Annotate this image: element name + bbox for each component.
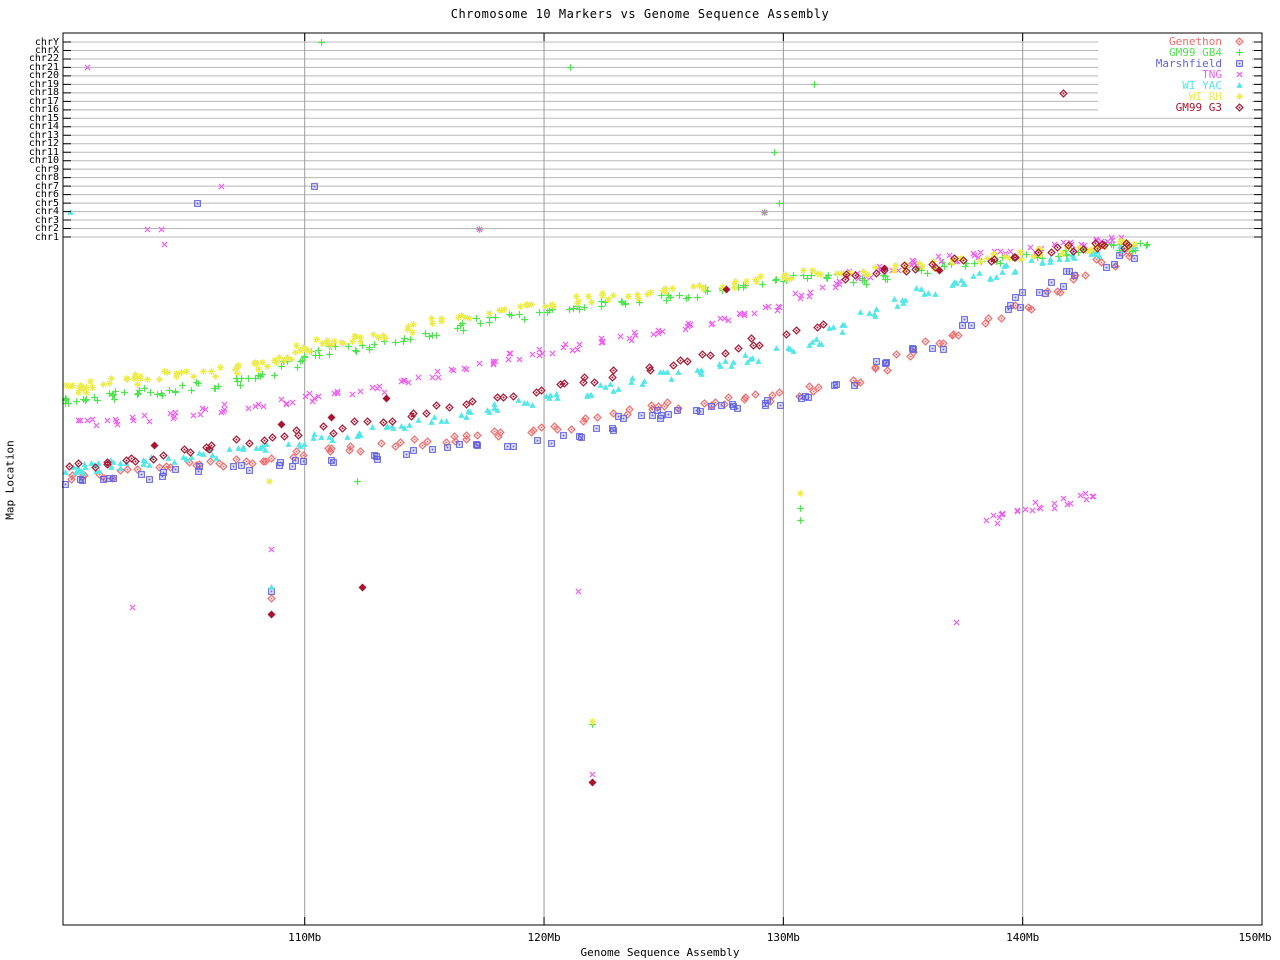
y-axis-title: Map Location — [3, 440, 17, 520]
x-tick-150Mb: 150Mb — [1238, 931, 1272, 944]
legend-label: WI YAC — [1182, 79, 1222, 92]
legend-entry-marshfield: Marshfield — [1100, 58, 1250, 69]
diamond-dot-icon — [1235, 103, 1244, 112]
legend-label: GM99 G3 — [1175, 101, 1222, 114]
legend-label: WI RH — [1188, 90, 1222, 103]
series-fill-gm99-g3 — [68, 92, 1130, 787]
chr-label-chrY: chrY — [34, 36, 59, 48]
legend-entry-wi-rh: WI RH — [1100, 91, 1250, 102]
legend-entry-gm99-gb4: GM99 GB4 — [1100, 47, 1250, 58]
legend-entry-tng: TNG — [1100, 69, 1250, 80]
square-dot-icon — [1236, 60, 1243, 67]
x-tick-120Mb: 120Mb — [527, 931, 561, 944]
chr-label-chr9: chr9 — [34, 163, 59, 175]
series-fill-genethon — [70, 251, 1131, 600]
chr-label-chr4: chr4 — [34, 206, 59, 218]
legend-entry-wi-yac: WI YAC — [1100, 80, 1250, 91]
x-tick-130Mb: 130Mb — [766, 931, 800, 944]
chr-label-chr21: chr21 — [28, 61, 59, 73]
legend-label: TNG — [1202, 68, 1222, 81]
diamond-dot-icon — [1235, 37, 1244, 46]
chr-label-chr13: chr13 — [28, 129, 59, 141]
chr-label-chr8: chr8 — [34, 172, 59, 184]
series-fill-marshfield — [64, 185, 1136, 593]
triangle-icon — [1236, 82, 1243, 88]
chr-label-chr22: chr22 — [28, 53, 59, 65]
legend-label: GM99 GB4 — [1169, 46, 1222, 59]
chr-label-chr3: chr3 — [34, 214, 59, 226]
chr-label-chr2: chr2 — [34, 223, 59, 235]
chr-label-chr20: chr20 — [28, 70, 59, 82]
chr-label-chr12: chr12 — [28, 138, 59, 150]
chr-label-chr15: chr15 — [28, 112, 59, 124]
series-wi-rh — [63, 238, 1138, 725]
chromosome-gridlines — [63, 41, 1262, 238]
series-fill-wi-yac — [62, 209, 1139, 590]
chr-label-chr5: chr5 — [34, 197, 59, 209]
series-gm99-g3 — [65, 89, 1133, 472]
cross-icon — [1236, 71, 1243, 78]
chr-label-chr10: chr10 — [28, 155, 59, 167]
series-genethon — [67, 248, 1134, 603]
legend-label: Marshfield — [1155, 57, 1222, 70]
series-tng — [75, 64, 1127, 778]
x-tick-140Mb: 140Mb — [1006, 931, 1040, 944]
plus-icon — [1236, 49, 1243, 56]
chr-label-chr14: chr14 — [28, 121, 59, 133]
plot-border — [62, 32, 1263, 926]
legend-entry-genethon: Genethon — [1100, 36, 1250, 47]
chart-title: Chromosome 10 Markers vs Genome Sequence… — [450, 7, 830, 21]
star-icon — [1236, 93, 1243, 100]
chr-label-chr19: chr19 — [28, 78, 59, 90]
series-marshfield — [62, 183, 1138, 595]
legend-entry-gm99-g3: GM99 G3 — [1100, 102, 1250, 113]
chr-label-chr1: chr1 — [34, 231, 59, 243]
chr-label-chr16: chr16 — [28, 104, 59, 116]
legend: Genethon GM99 GB4 Marshfield TNG WI YAC WI RH… — [1098, 35, 1252, 114]
chr-label-chrX: chrX — [34, 44, 59, 56]
mb-gridlines — [304, 33, 1024, 925]
x-axis-title: Genome Sequence Assembly — [580, 946, 740, 959]
axis-ticks — [63, 33, 1263, 925]
x-tick-110Mb: 110Mb — [288, 931, 322, 944]
chr-label-chr6: chr6 — [34, 189, 59, 201]
legend-label: Genethon — [1169, 35, 1222, 48]
chr-label-chr11: chr11 — [28, 146, 59, 158]
series-gm99-gb4 — [62, 39, 1151, 728]
chr-label-chr17: chr17 — [28, 95, 59, 107]
chr-label-chr18: chr18 — [28, 87, 59, 99]
chr-label-chr7: chr7 — [34, 180, 59, 192]
